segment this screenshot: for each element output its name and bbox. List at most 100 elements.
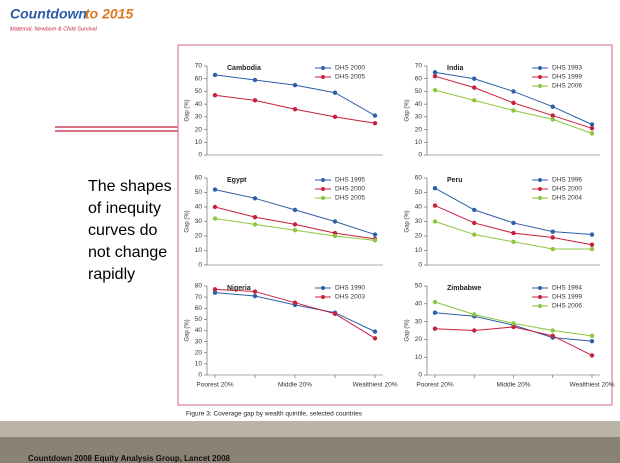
legend-label: DHS 2000: [335, 65, 365, 72]
legend-label: DHS 1995: [335, 177, 365, 184]
y-tick-label: 50: [415, 88, 423, 95]
data-point: [472, 328, 476, 332]
legend-label: DHS 2000: [335, 186, 365, 193]
y-tick-label: 50: [195, 316, 203, 323]
data-point: [551, 247, 555, 251]
y-tick-label: 70: [415, 63, 423, 70]
y-tick-label: 40: [195, 327, 203, 334]
data-point: [511, 231, 515, 235]
legend-marker: [538, 295, 542, 299]
footer: Countdown 2008 Equity Analysis Group, La…: [28, 454, 231, 463]
y-tick-label: 60: [415, 175, 423, 182]
data-point: [590, 247, 594, 251]
y-tick-label: 40: [195, 101, 203, 108]
data-point: [253, 289, 257, 293]
data-point: [373, 232, 377, 236]
data-point: [511, 89, 515, 93]
legend-marker: [321, 187, 325, 191]
data-point: [333, 219, 337, 223]
legend-label: DHS 1999: [552, 74, 582, 81]
y-axis-label: Gap (%): [185, 210, 191, 232]
data-point: [551, 328, 555, 332]
legend-marker: [321, 66, 325, 70]
y-tick-label: 0: [418, 262, 422, 269]
data-point: [590, 131, 594, 135]
data-point: [253, 196, 257, 200]
data-point: [433, 88, 437, 92]
data-point: [293, 300, 297, 304]
y-tick-label: 40: [415, 301, 423, 308]
data-point: [472, 208, 476, 212]
y-tick-label: 40: [415, 101, 423, 108]
data-point: [590, 243, 594, 247]
data-point: [472, 85, 476, 89]
data-point: [472, 221, 476, 225]
y-axis-label: Gap (%): [405, 99, 411, 121]
legend-label: DHS 1994: [552, 285, 582, 292]
y-tick-label: 10: [415, 139, 423, 146]
legend-label: DHS 2004: [552, 195, 582, 202]
data-point: [551, 235, 555, 239]
data-point: [333, 234, 337, 238]
data-point: [373, 238, 377, 242]
data-point: [590, 232, 594, 236]
chart-title: Egypt: [227, 177, 247, 184]
x-tick-label: Wealthiest 20%: [569, 382, 614, 389]
y-tick-label: 40: [195, 204, 203, 211]
data-point: [590, 334, 594, 338]
data-point: [433, 70, 437, 74]
legend-label: DHS 1999: [552, 294, 582, 301]
y-tick-label: 10: [415, 354, 423, 361]
legend-label: DHS 2006: [552, 303, 582, 310]
data-point: [293, 107, 297, 111]
tagline: Maternal, Newborn & Child Survival: [10, 26, 98, 32]
legend-label: DHS 2005: [335, 195, 365, 202]
data-point: [590, 353, 594, 357]
y-tick-label: 30: [415, 218, 423, 225]
y-tick-label: 10: [195, 139, 203, 146]
y-tick-label: 30: [415, 318, 423, 325]
legend-marker: [321, 286, 325, 290]
y-axis-label: Gap (%): [185, 99, 191, 121]
data-point: [293, 222, 297, 226]
y-axis-label: Gap (%): [185, 319, 191, 341]
data-point: [213, 287, 217, 291]
y-tick-label: 50: [415, 189, 423, 196]
chart-title: Peru: [447, 177, 463, 184]
caption: Figure 3: Coverage gap by wealth quintil…: [186, 411, 363, 418]
y-tick-label: 30: [195, 114, 203, 121]
legend-label: DHS 2003: [335, 294, 365, 301]
y-tick-label: 60: [415, 75, 423, 82]
y-tick-label: 30: [195, 218, 203, 225]
logo: Countdown: [10, 6, 87, 22]
y-tick-label: 30: [195, 338, 203, 345]
legend-marker: [538, 196, 542, 200]
x-tick-label: Poorest 20%: [416, 382, 453, 389]
data-point: [472, 77, 476, 81]
data-point: [433, 74, 437, 78]
data-point: [293, 228, 297, 232]
data-point: [511, 240, 515, 244]
legend-marker: [321, 295, 325, 299]
side-text-box: The shapes of inequity curves do not cha…: [88, 176, 180, 316]
data-point: [213, 187, 217, 191]
y-tick-label: 60: [195, 175, 203, 182]
data-point: [433, 311, 437, 315]
data-point: [373, 121, 377, 125]
data-point: [590, 126, 594, 130]
y-tick-label: 50: [195, 189, 203, 196]
data-point: [551, 104, 555, 108]
y-tick-label: 10: [195, 247, 203, 254]
y-tick-label: 0: [198, 262, 202, 269]
y-tick-label: 0: [198, 152, 202, 159]
data-point: [472, 312, 476, 316]
data-point: [213, 205, 217, 209]
data-point: [433, 203, 437, 207]
y-tick-label: 20: [195, 233, 203, 240]
y-tick-label: 80: [195, 283, 203, 290]
legend-marker: [538, 75, 542, 79]
data-point: [213, 93, 217, 97]
legend-label: DHS 1993: [552, 65, 582, 72]
y-tick-label: 20: [195, 349, 203, 356]
x-tick-label: Middle 20%: [278, 382, 312, 389]
